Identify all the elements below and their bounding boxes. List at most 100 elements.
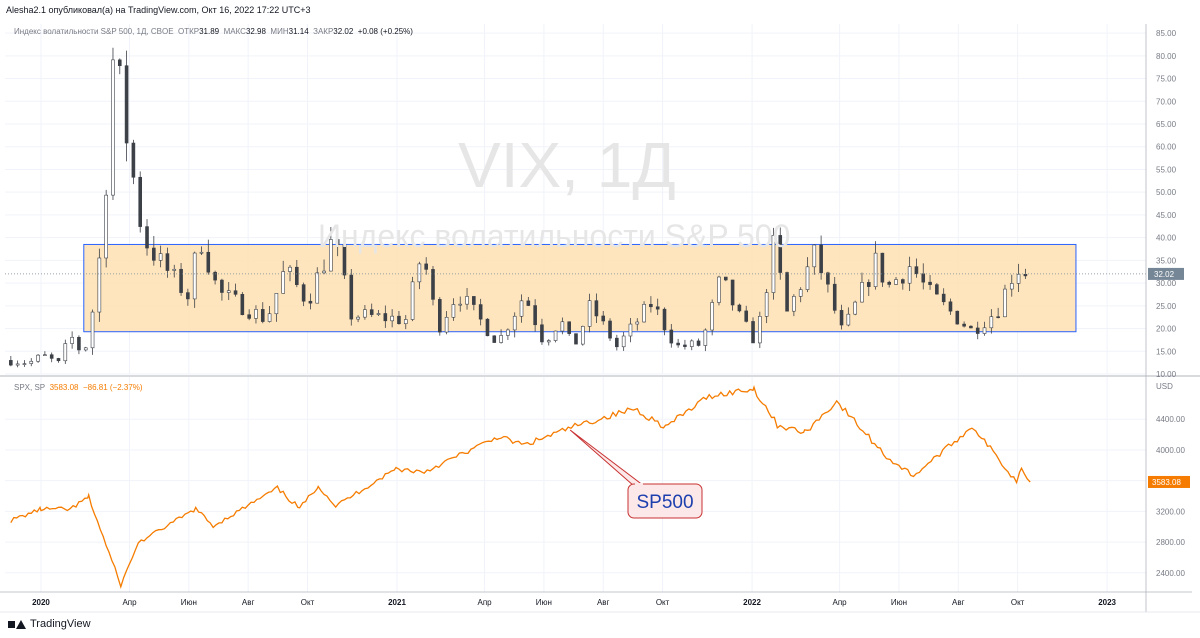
candle-body	[104, 194, 108, 259]
candle-body	[349, 274, 354, 320]
spx-legend-name: SPX, SP	[14, 383, 46, 392]
time-tick-label: Апр	[477, 598, 492, 607]
candle-body	[369, 309, 374, 315]
spx-ytick-label: 3200.00	[1156, 507, 1185, 516]
spx-legend[interactable]: SPX, SP 3583.08 −86.81 (−2.37%)	[14, 383, 143, 392]
candle-body	[22, 363, 27, 365]
vix-ytick-label: 65.00	[1156, 120, 1177, 129]
candle-body	[192, 252, 197, 300]
candle-body	[710, 302, 714, 331]
candle-body	[982, 327, 987, 334]
candle-body	[179, 268, 183, 293]
candle-body	[805, 266, 810, 290]
candle-body	[955, 310, 960, 325]
tradingview-logo-icon	[8, 619, 26, 630]
vix-ytick-label: 45.00	[1156, 211, 1177, 220]
candle-body	[70, 336, 74, 344]
candle-body	[744, 310, 749, 322]
vix-candles	[5, 47, 1146, 368]
time-tick-label: 2023	[1098, 598, 1116, 607]
candle-body	[758, 316, 762, 344]
open-label: ОТКР	[177, 27, 200, 36]
candle-body	[117, 59, 122, 67]
candle-body	[873, 252, 878, 287]
candle-body	[410, 281, 415, 320]
candle-body	[63, 343, 68, 362]
candle-body	[138, 176, 143, 227]
candle-body	[628, 323, 633, 337]
vix-ytick-label: 70.00	[1156, 97, 1177, 106]
candle-body	[465, 296, 469, 305]
vix-ytick-label: 25.00	[1156, 302, 1177, 311]
candle-body	[798, 289, 803, 297]
candle-body	[737, 304, 742, 312]
candle-body	[281, 271, 285, 294]
description-watermark: Индекс волатильности S&P 500	[318, 218, 791, 254]
vix-ytick-label: 20.00	[1156, 325, 1177, 334]
candle-body	[1016, 273, 1021, 284]
vix-ytick-label: 10.00	[1156, 370, 1177, 379]
candle-body	[49, 354, 54, 359]
time-tick-label: Окт	[656, 598, 670, 607]
candle-body	[655, 306, 660, 310]
vix-ytick-label: 75.00	[1156, 75, 1177, 84]
high-label: МАКС	[223, 27, 246, 36]
range-box-layer	[83, 243, 1077, 333]
candle-body	[615, 337, 619, 348]
vix-legend[interactable]: Индекс волатильности S&P 500, 1Д, CBOE О…	[14, 27, 413, 36]
candle-body	[860, 282, 864, 303]
time-tick-label: 2022	[743, 598, 761, 607]
candle-body	[1003, 288, 1007, 318]
tradingview-brand[interactable]: TradingView	[8, 618, 91, 630]
candle-body	[819, 244, 823, 274]
candle-body	[247, 314, 251, 319]
callout-text: SP500	[636, 492, 693, 513]
candle-body	[567, 321, 571, 334]
time-tick-label: Июн	[536, 598, 552, 607]
candle-body	[206, 251, 211, 273]
candle-body	[669, 329, 674, 344]
time-tick-label: Июн	[891, 598, 907, 607]
candle-body	[295, 266, 299, 285]
candle-body	[376, 313, 381, 315]
time-tick-label: 2021	[388, 598, 406, 607]
price-axes: 10.00 15.00 20.00 25.00 30.00 35.00 40.00 45.00…	[1148, 29, 1190, 578]
candle-body	[77, 336, 81, 351]
candle-body	[267, 313, 272, 322]
candle-body	[608, 320, 612, 339]
candle-body	[186, 292, 190, 300]
candle-body	[676, 342, 680, 346]
spx-last-price-tag	[1148, 475, 1190, 488]
low-label: МИН	[270, 27, 289, 36]
candle-body	[56, 358, 61, 362]
candle-body	[635, 321, 640, 325]
candle-body	[288, 266, 292, 272]
candle-body	[274, 293, 279, 315]
candle-body	[587, 300, 592, 327]
candle-body	[574, 333, 578, 345]
candle-body	[921, 273, 926, 283]
time-tick-label: Июн	[181, 598, 197, 607]
spx-ytick-label: 2800.00	[1156, 538, 1185, 547]
candle-body	[996, 316, 1000, 319]
candle-body	[975, 327, 980, 334]
candle-body	[172, 268, 177, 271]
candle-body	[1009, 283, 1014, 290]
time-tick-label: Авг	[952, 598, 965, 607]
candle-body	[199, 251, 204, 254]
candle-body	[969, 325, 973, 329]
candle-body	[601, 315, 606, 322]
candle-body	[124, 65, 129, 144]
spx-ytick-label: 2400.00	[1156, 569, 1185, 578]
candle-body	[335, 239, 340, 246]
candle-body	[444, 316, 449, 333]
candle-body	[9, 360, 13, 366]
candle-body	[97, 257, 102, 313]
candle-body	[383, 313, 388, 322]
candle-body	[683, 344, 687, 347]
candle-body	[866, 282, 871, 287]
candle-body	[935, 284, 939, 295]
candle-body	[792, 296, 796, 312]
